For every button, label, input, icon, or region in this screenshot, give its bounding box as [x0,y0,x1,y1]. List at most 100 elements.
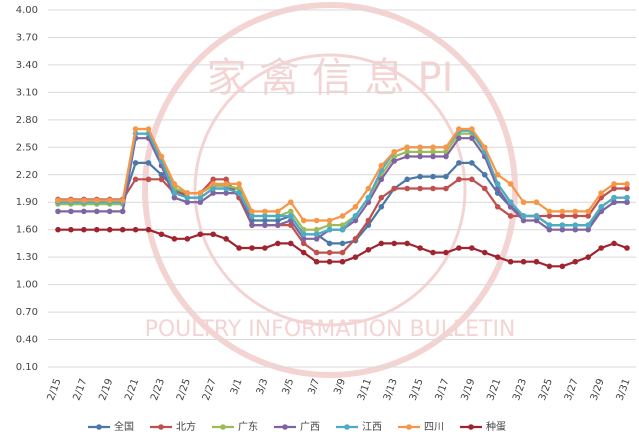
y-tick-label: 0.10 [16,362,38,373]
data-point [507,258,514,265]
data-point [249,213,255,219]
data-point [210,176,216,183]
data-point [223,176,229,183]
y-tick-label: 1.00 [16,280,38,291]
data-point [55,197,61,204]
data-point [132,126,139,132]
x-tick-label: 3/11 [356,377,374,402]
x-tick-label: 3/25 [537,377,555,402]
x-tick-label: 3/31 [615,377,633,402]
x-tick-label: 3/15 [408,377,426,402]
data-point [339,226,346,233]
data-point [378,240,385,247]
data-point [546,222,553,228]
data-point [585,208,592,215]
data-point [300,217,307,224]
x-tick-label: 3/17 [434,377,452,402]
data-point [559,222,566,228]
data-point [611,181,617,187]
data-point [210,190,216,196]
data-point [93,197,100,204]
x-tick-label: 2/19 [97,377,115,402]
data-point [494,181,501,187]
data-point [171,190,178,196]
data-point [443,153,449,160]
x-tick-label: 3/3 [255,377,271,396]
data-point [417,153,423,160]
y-tick-label: 3.40 [16,60,38,71]
x-tick-label: 2/25 [175,377,193,402]
y-tick-label: 2.20 [16,170,38,181]
data-point [352,213,359,219]
data-point [430,144,436,151]
data-point [417,149,423,155]
x-tick-label: 3/19 [459,377,477,402]
data-point [391,149,398,155]
data-point [572,226,579,233]
data-point [313,258,320,265]
x-tick-label: 3/29 [589,377,607,402]
y-tick-label: 4.00 [16,5,38,16]
data-point [404,176,410,183]
data-point [443,185,449,192]
data-point [210,181,216,187]
data-point [352,236,359,242]
data-point [326,226,333,233]
data-point [378,194,385,201]
data-point [262,217,268,224]
data-point [572,258,579,265]
y-tick-label: 3.10 [16,87,38,98]
x-tick-label: 2/21 [123,377,141,402]
y-tick-label: 1.60 [16,225,38,236]
data-point [391,185,398,192]
data-point [145,176,152,183]
data-point [559,213,566,219]
data-point [507,199,514,206]
data-point [262,208,268,215]
data-point [326,222,333,228]
data-point [456,160,462,166]
legend-label: 全国 [114,420,134,433]
data-point [197,190,204,196]
data-point [572,222,579,228]
data-point [378,176,385,183]
x-tick-label: 3/23 [511,377,529,402]
data-point [210,231,216,238]
x-tick-label: 3/1 [229,377,245,396]
data-point [417,144,423,151]
data-point [300,249,307,256]
y-tick-label: 2.80 [16,115,38,126]
legend-marker [220,424,226,430]
data-point [119,208,126,215]
x-tick-label: 2/17 [71,377,89,402]
data-point [339,213,346,219]
data-point [404,144,410,151]
data-point [507,213,514,219]
y-tick-label: 3.70 [16,32,38,43]
data-point [223,236,229,242]
data-point [249,208,255,215]
data-point [585,254,592,260]
data-point [197,199,204,206]
data-point [287,240,294,247]
data-point [533,258,540,265]
legend-label: 北方 [176,420,196,433]
x-tick-label: 2/15 [46,377,64,402]
data-point [469,176,475,183]
data-point [520,213,527,219]
data-point [326,240,333,247]
data-point [456,245,462,251]
data-point [313,217,320,224]
data-point [365,247,372,253]
data-point [339,222,346,228]
data-point [236,245,242,251]
data-point [287,199,294,206]
y-tick-label: 1.90 [16,197,38,208]
data-point [611,194,617,201]
data-point [546,208,553,215]
x-tick-label: 3/7 [306,377,322,396]
data-point [430,153,436,160]
data-point [481,249,488,256]
data-point [624,181,630,187]
